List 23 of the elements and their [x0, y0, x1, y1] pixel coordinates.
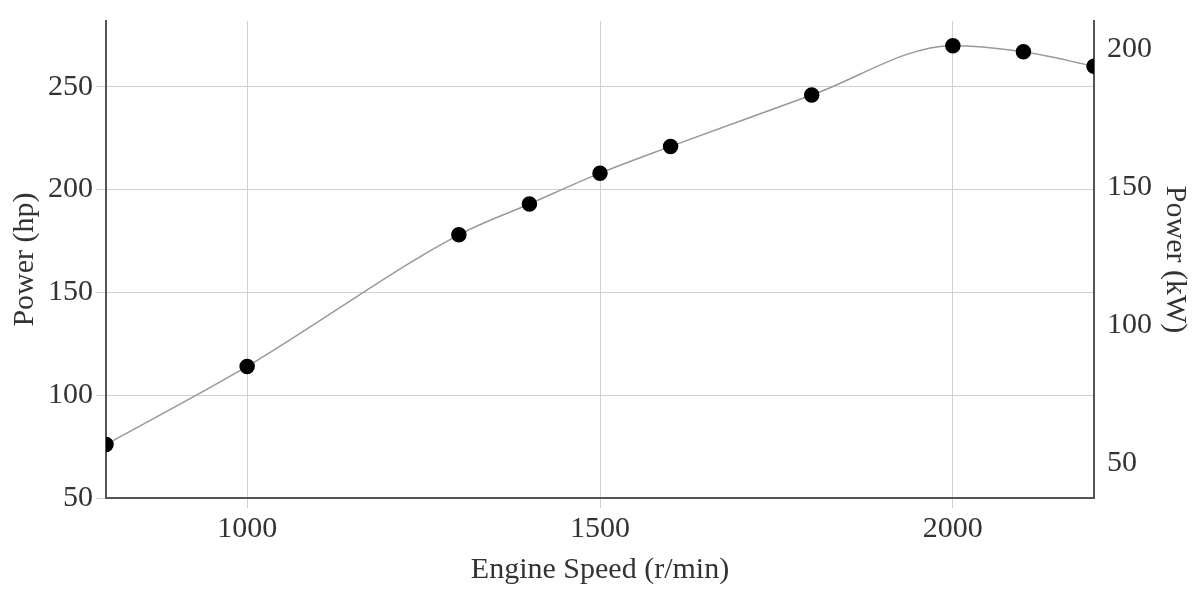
point	[592, 165, 608, 181]
point	[239, 358, 255, 375]
y-tick-label: 250	[48, 67, 93, 101]
y2-tick-label: 150	[1107, 168, 1152, 202]
x-tick-label: 1500	[570, 509, 630, 543]
x-tick-label: 1000	[217, 509, 278, 543]
point	[521, 196, 538, 212]
y-tick-label: 150	[48, 273, 93, 307]
y2-axis-title: Power (kW)	[1160, 185, 1195, 334]
x-tick-label: 2000	[922, 509, 983, 543]
point	[945, 37, 961, 54]
y2-tick-label: 200	[1107, 30, 1152, 64]
point	[803, 87, 820, 103]
point	[1015, 44, 1032, 60]
y2-tick-label: 100	[1107, 306, 1152, 339]
y-axis-title: Power (hp)	[5, 192, 40, 327]
y-tick-label: 100	[48, 376, 93, 410]
y-tick-label: 200	[48, 170, 93, 204]
y2-tick-label: 50	[1107, 443, 1137, 477]
point	[451, 227, 467, 243]
y-tick-label: 50	[63, 478, 93, 512]
x-axis-title: Engine Speed (r/min)	[470, 550, 730, 585]
point	[662, 138, 679, 155]
